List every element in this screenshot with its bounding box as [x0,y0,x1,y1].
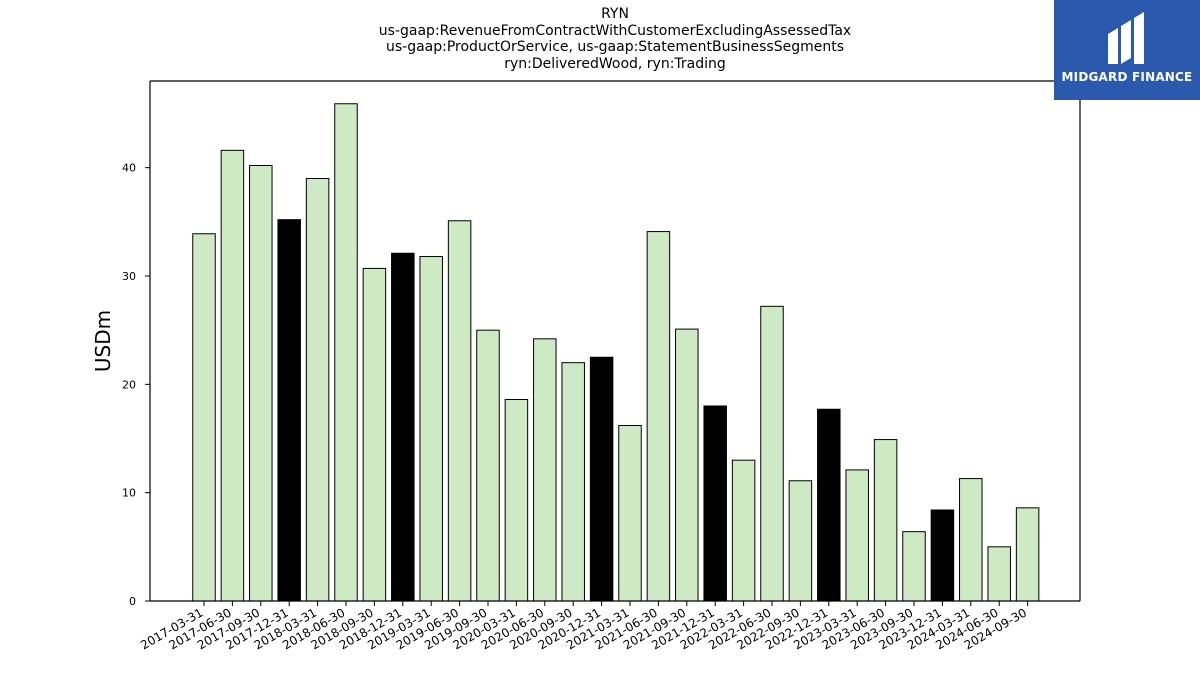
brand-logo: MIDGARD FINANCE [1054,0,1200,100]
bar-2022-06-30 [760,305,784,602]
y-axis-label: USDm [91,310,115,372]
bar-2020-03-31 [504,399,529,602]
bar-2020-06-30 [533,338,557,602]
title-line-2: us-gaap:RevenueFromContractWithCustomerE… [378,22,852,39]
bar-2021-12-31 [703,405,727,602]
bar-2022-12-31 [817,408,841,602]
bar-2021-03-31 [618,425,642,602]
logo-text: MIDGARD FINANCE [1061,70,1193,84]
title-line-4: ryn:DeliveredWood, ryn:Trading [504,55,726,72]
bar-2021-06-30 [646,231,671,602]
bar-2023-09-30 [902,531,926,602]
bar-2017-06-30 [220,149,245,602]
y-tick-label-0: 0 [129,595,136,608]
bar-2017-09-30 [249,165,273,602]
y-tick-label-20: 20 [122,378,136,391]
bar-2023-06-30 [873,439,898,602]
title-line-3: us-gaap:ProductOrService, us-gaap:Statem… [385,39,844,55]
chart-title: RYN us-gaap:RevenueFromContractWithCusto… [150,6,1080,72]
bar-2023-12-31 [930,509,955,602]
title-line-1: RYN [601,6,629,22]
bar-2024-03-31 [959,478,983,602]
bar-2020-09-30 [561,362,585,602]
bar-2018-03-31 [305,178,330,602]
bar-2020-12-31 [589,356,614,602]
bar-2023-03-31 [845,469,869,602]
bar-2017-03-31 [192,233,216,602]
bar-2018-12-31 [391,252,415,602]
bar-2021-09-30 [675,328,699,602]
bar-2019-03-31 [419,256,443,602]
y-tick-label-10: 10 [122,487,136,500]
bar-2019-09-30 [476,329,500,602]
y-tick-label-40: 40 [122,162,136,175]
y-tick-label-30: 30 [122,270,136,283]
bar-2019-06-30 [447,220,472,602]
bar-2022-09-30 [788,480,813,602]
bar-2018-06-30 [334,103,358,602]
bar-2024-09-30 [1015,507,1040,602]
logo-mark-icon [1108,12,1144,64]
bar-2022-03-31 [731,459,756,602]
bar-2017-12-31 [277,219,301,602]
bar-2024-06-30 [987,546,1011,602]
bar-2018-09-30 [362,267,387,602]
